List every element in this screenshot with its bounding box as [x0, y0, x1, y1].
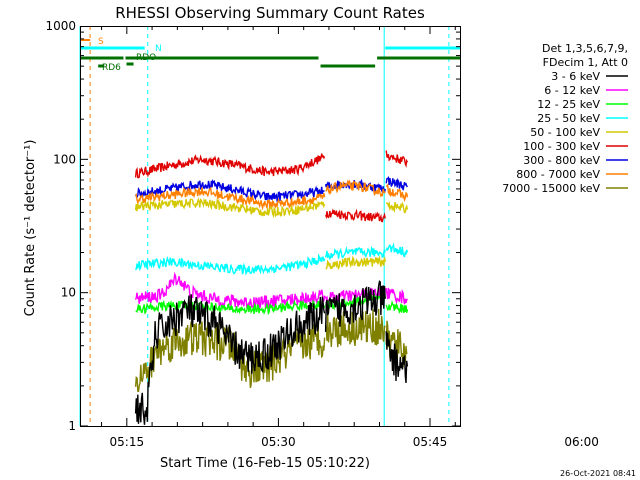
legend-entry-label: 50 - 100 keV — [530, 126, 600, 139]
y-tick-label: 100 — [53, 152, 76, 166]
x-tick-label: 05:15 — [110, 435, 145, 449]
series-trace — [324, 208, 386, 223]
series-3-6-kev — [134, 280, 409, 425]
x-tick-label: 06:00 — [564, 435, 599, 449]
series-trace — [325, 255, 386, 271]
legend-entry-label: 25 - 50 keV — [537, 112, 600, 125]
chart-title: RHESSI Observing Summary Count Rates — [115, 4, 425, 22]
series-trace — [134, 179, 325, 203]
flag-label-rd6: RD6 — [102, 63, 121, 73]
x-axis-label: Start Time (16-Feb-15 05:10:22) — [160, 456, 370, 471]
legend-entry-label: 800 - 7000 keV — [516, 168, 600, 181]
flag-label-rdo: RDO — [136, 53, 156, 63]
series-trace — [324, 280, 386, 332]
y-tick-label: 1 — [68, 419, 76, 433]
series-trace — [134, 294, 326, 425]
legend-header-2: FDecim 1, Att 0 — [543, 56, 628, 69]
series-trace — [385, 183, 409, 203]
y-tick-label: 10 — [61, 286, 76, 300]
series-trace — [134, 186, 326, 211]
legend-entry-label: 100 - 300 keV — [523, 140, 600, 153]
y-axis-label: Count Rate (s⁻¹ detector⁻¹) — [23, 140, 38, 317]
series-trace — [134, 196, 326, 219]
series-trace — [385, 287, 408, 305]
series-trace — [324, 308, 386, 348]
legend-entry-label: 7000 - 15000 keV — [502, 182, 600, 195]
series-trace — [324, 245, 386, 261]
plot-frame — [80, 26, 461, 427]
series-trace — [385, 200, 409, 214]
legend-entry-label: 6 - 12 keV — [544, 84, 600, 97]
series-100-300-kev — [134, 150, 409, 223]
series-trace — [385, 242, 409, 258]
series-trace — [385, 300, 409, 314]
series-50-100-kev — [134, 196, 409, 271]
flag-label-s: S — [98, 37, 104, 47]
series-25-50-kev — [134, 242, 409, 276]
series-trace — [385, 176, 408, 191]
series-trace — [134, 153, 326, 179]
timestamp: 26-Oct-2021 08:41 — [560, 469, 636, 478]
series-trace — [134, 253, 326, 276]
y-tick-label: 1000 — [45, 19, 76, 33]
legend-entry-label: 3 - 6 keV — [551, 70, 600, 83]
series-trace — [134, 271, 326, 310]
legend-entry-label: 12 - 25 keV — [537, 98, 600, 111]
series-trace — [385, 150, 409, 168]
flag-label-n: N — [155, 44, 162, 54]
legend-entry-label: 300 - 800 keV — [523, 154, 600, 167]
x-tick-label: 05:45 — [413, 435, 448, 449]
series-800-7000-kev — [134, 179, 409, 211]
series-trace — [325, 179, 386, 198]
series-trace — [135, 299, 326, 316]
series-trace — [385, 331, 409, 383]
legend-header-1: Det 1,3,5,6,7,9, — [542, 42, 628, 55]
x-tick-label: 05:30 — [261, 435, 296, 449]
